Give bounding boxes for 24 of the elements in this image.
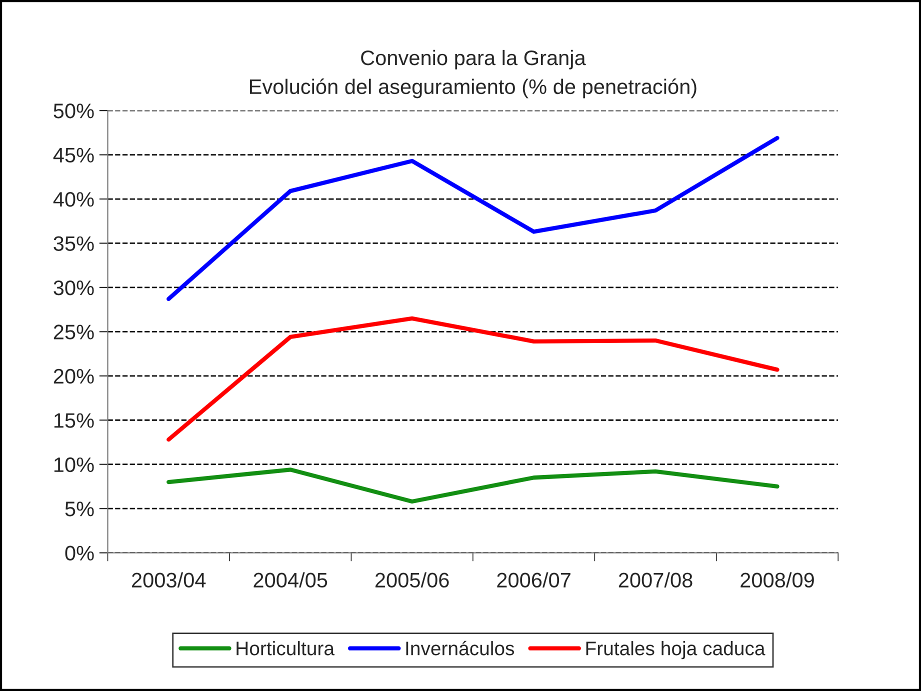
y-tick-label: 25% [54, 324, 94, 340]
y-tick-label: 45% [53, 148, 94, 163]
legend-label: Horticultura [236, 641, 334, 656]
chart-title: Convenio para la Granja Evolución del aseguramiento (% de penetración) [250, 50, 696, 98]
line-series [166, 136, 780, 302]
y-tick-label: 40% [53, 192, 94, 207]
y-tick-label: 15% [54, 413, 94, 428]
x-tick-label: 2008/09 [740, 572, 814, 588]
legend-label: Invernáculos [406, 640, 514, 656]
legend-label: Frutales hoja caduca [586, 641, 766, 660]
y-tick-label: 5% [65, 502, 94, 516]
y-tick-label: 0% [65, 546, 94, 561]
line-series [166, 468, 780, 504]
y-tick-label: 10% [54, 457, 94, 472]
x-tick-label: 2004/05 [254, 572, 328, 588]
x-tick-label: 2003/04 [132, 572, 206, 588]
y-tick-label: 30% [54, 280, 94, 296]
line-series [166, 316, 780, 442]
x-tick-label: 2005/06 [375, 572, 449, 588]
y-tick-label: 50% [54, 104, 94, 118]
x-tick-label: 2006/07 [497, 572, 570, 588]
y-tick-label: 20% [54, 368, 94, 384]
x-tick-label: 2007/08 [618, 572, 692, 588]
y-tick-label: 35% [54, 236, 94, 251]
